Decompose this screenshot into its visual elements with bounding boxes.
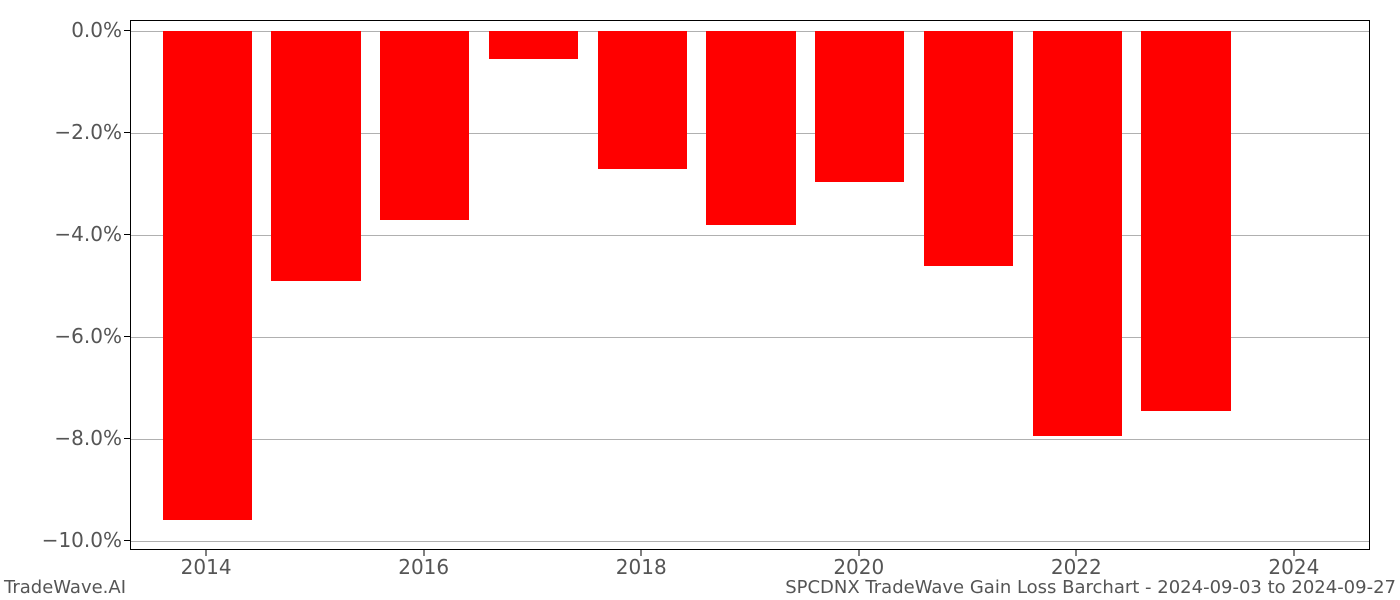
y-tick-mark (124, 336, 130, 337)
y-gridline (131, 439, 1369, 440)
y-tick-label: −10.0% (12, 528, 122, 552)
bar (706, 31, 795, 225)
y-tick-label: −8.0% (12, 426, 122, 450)
footer-left-label: TradeWave.AI (4, 577, 126, 598)
bar (924, 31, 1013, 265)
bar (380, 31, 469, 220)
bar (163, 31, 252, 520)
bar (815, 31, 904, 181)
plot-area (130, 20, 1370, 550)
x-tick-label: 2022 (1051, 555, 1102, 579)
y-gridline (131, 541, 1369, 542)
x-tick-label: 2018 (616, 555, 667, 579)
bar (271, 31, 360, 281)
x-tick-label: 2014 (181, 555, 232, 579)
footer-right-label: SPCDNX TradeWave Gain Loss Barchart - 20… (785, 577, 1396, 598)
y-tick-mark (124, 540, 130, 541)
bar (489, 31, 578, 59)
bar (1141, 31, 1230, 411)
chart-container: TradeWave.AI SPCDNX TradeWave Gain Loss … (0, 0, 1400, 600)
bar (598, 31, 687, 169)
x-tick-label: 2016 (398, 555, 449, 579)
y-tick-label: −4.0% (12, 222, 122, 246)
y-tick-mark (124, 234, 130, 235)
bar (1033, 31, 1122, 436)
x-tick-label: 2024 (1268, 555, 1319, 579)
y-tick-label: −2.0% (12, 120, 122, 144)
y-tick-mark (124, 30, 130, 31)
y-tick-label: 0.0% (12, 18, 122, 42)
y-tick-label: −6.0% (12, 324, 122, 348)
x-tick-label: 2020 (833, 555, 884, 579)
y-tick-mark (124, 438, 130, 439)
y-tick-mark (124, 132, 130, 133)
